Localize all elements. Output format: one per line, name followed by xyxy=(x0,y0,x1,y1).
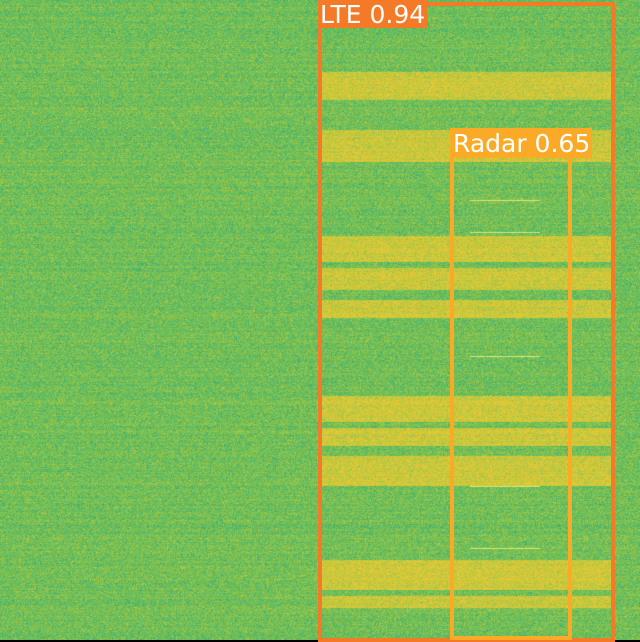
spectrogram-image xyxy=(0,0,640,640)
